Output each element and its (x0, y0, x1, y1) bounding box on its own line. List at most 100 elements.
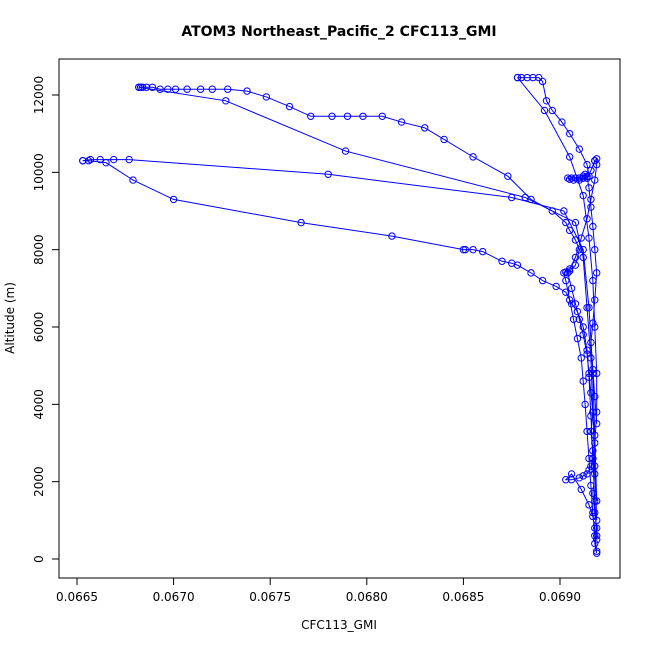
data-point (579, 472, 587, 480)
data-point (567, 476, 576, 484)
data-point (579, 377, 587, 385)
x-tick-label: 0.0690 (539, 590, 581, 604)
data-point (461, 245, 470, 254)
data-point (589, 222, 597, 231)
data-point (591, 245, 599, 254)
series-1 (135, 83, 601, 557)
data-point (562, 476, 570, 484)
data-point (583, 346, 591, 354)
data-point (542, 97, 551, 105)
data-point (110, 155, 118, 164)
data-point (498, 257, 506, 265)
data-point (388, 232, 396, 240)
data-point (589, 319, 597, 327)
data-point (538, 276, 547, 285)
data-point (575, 245, 584, 254)
data-point (562, 288, 570, 296)
data-point (523, 73, 531, 82)
data-point (565, 153, 574, 161)
data-point (148, 83, 157, 91)
data-point (591, 524, 599, 532)
data-point (585, 184, 593, 192)
data-point (571, 261, 580, 269)
data-point (579, 191, 587, 200)
x-tick-label: 0.0685 (442, 590, 484, 604)
x-axis-label: CFC113_GMI (301, 618, 377, 632)
data-point (571, 253, 580, 262)
data-point (593, 535, 601, 544)
data-point (569, 315, 578, 323)
plot-frame (58, 58, 621, 579)
data-point (504, 172, 512, 180)
data-point (585, 172, 593, 180)
data-point (591, 392, 599, 401)
data-point (469, 245, 477, 254)
data-point (169, 195, 178, 204)
data-point (560, 269, 568, 277)
data-point (171, 85, 180, 93)
data-point (587, 338, 595, 347)
data-point (517, 73, 526, 82)
data-point (196, 85, 205, 93)
data-point (125, 155, 133, 164)
data-point (86, 155, 95, 164)
data-point (577, 354, 585, 362)
data-point (558, 118, 566, 126)
series-line (582, 173, 598, 424)
data-point (359, 112, 367, 120)
data-point (96, 155, 104, 164)
data-point (567, 174, 576, 182)
data-point (579, 245, 587, 254)
data-point (585, 234, 593, 242)
y-tick-label: 12000 (32, 76, 46, 114)
data-point (378, 112, 386, 120)
data-point (552, 282, 560, 291)
data-point (587, 427, 595, 436)
data-point (529, 73, 537, 82)
data-point (538, 77, 547, 86)
y-tick-label: 2000 (32, 466, 46, 497)
series-5 (560, 155, 601, 555)
data-point (328, 112, 336, 120)
data-point (307, 112, 315, 120)
data-point (469, 153, 477, 161)
series-4 (79, 155, 601, 505)
data-point (79, 157, 87, 165)
data-point (567, 470, 576, 478)
x-tick-label: 0.0675 (249, 590, 291, 604)
series-line (517, 77, 596, 181)
data-point (593, 408, 601, 416)
chart-title: ATOM3 Northeast_Pacific_2 CFC113_GMI (181, 24, 496, 40)
data-point (565, 175, 574, 183)
data-point (562, 218, 570, 227)
y-axis-label: Altitude (m) (3, 282, 17, 354)
data-point (535, 73, 543, 82)
data-point (575, 474, 584, 482)
data-point (579, 172, 587, 180)
data-point (397, 118, 406, 126)
data-point (571, 218, 580, 227)
y-tick-label: 8000 (32, 234, 46, 265)
data-point (137, 83, 145, 91)
data-point (591, 157, 599, 165)
y-tick-label: 0 (32, 555, 46, 563)
data-point (593, 497, 601, 505)
y-tick-label: 6000 (32, 312, 46, 343)
data-point (479, 247, 487, 256)
data-point (513, 73, 522, 82)
data-point (589, 454, 597, 463)
data-point (583, 470, 591, 478)
data-point (585, 454, 593, 463)
series-2 (135, 83, 601, 525)
data-point (540, 106, 549, 115)
data-point (577, 485, 585, 494)
x-tick-label: 0.0670 (153, 590, 195, 604)
data-point (593, 269, 601, 277)
y-axis: 0 2000 4000 6000 8000 10000 12000 (32, 76, 60, 563)
data-point (565, 129, 574, 138)
data-point (585, 303, 593, 312)
x-tick-label: 0.0680 (346, 590, 388, 604)
data-point (183, 85, 191, 93)
data-point (421, 124, 429, 132)
